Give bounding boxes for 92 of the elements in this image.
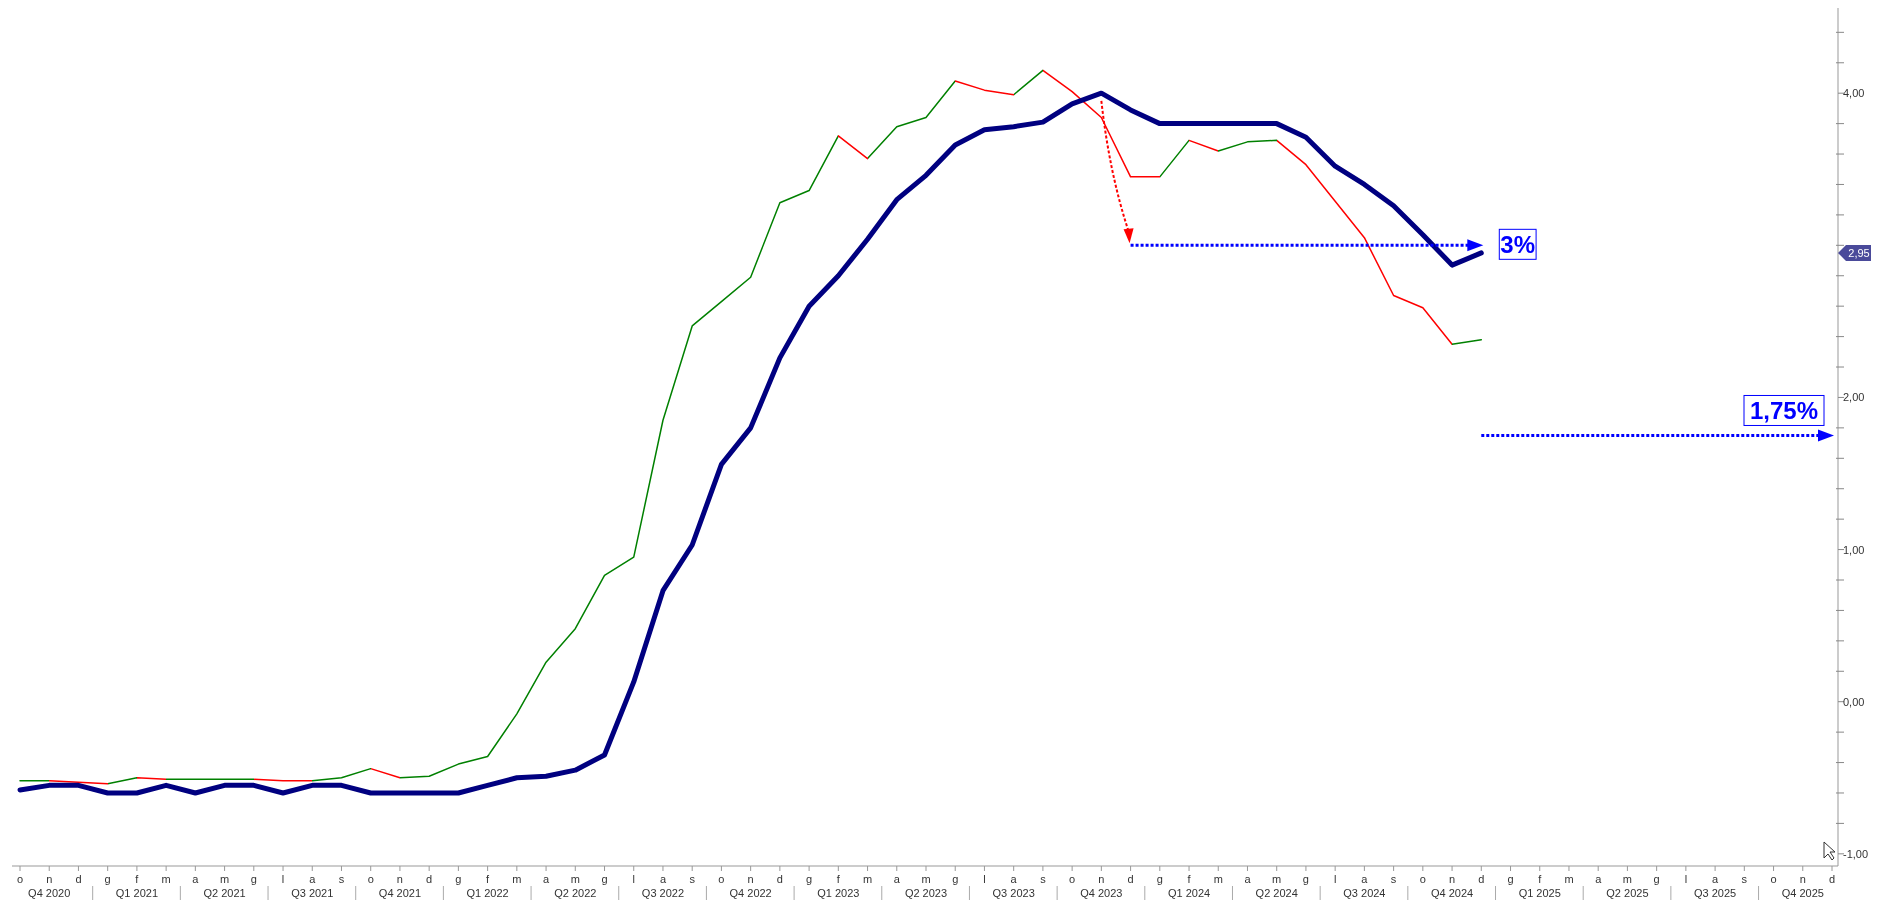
x-tick-label: g: [806, 873, 813, 885]
x-tick-label: d: [75, 873, 82, 885]
x-tick-label: f: [836, 873, 841, 885]
x-tick-label: s: [1040, 873, 1047, 885]
x-tick-label: o: [1770, 873, 1777, 885]
text: Q1 2023: [817, 887, 860, 899]
x-tick-label: n: [747, 873, 754, 885]
x-tick-label: a: [543, 873, 550, 885]
text: Q2 2023: [904, 887, 948, 899]
x-tick-label: m: [512, 873, 522, 885]
text: Q4 2024: [1430, 887, 1474, 899]
x-tick-label: m: [570, 873, 580, 885]
x-tick-label: f: [135, 873, 140, 885]
x-tick-label: f: [1187, 873, 1192, 885]
x-tick-label: g: [1302, 873, 1309, 885]
text: Q2 2021: [203, 887, 246, 899]
text: Q2 2022: [554, 887, 597, 899]
text: Q4 2025: [1781, 887, 1824, 899]
x-tick-label: l: [281, 873, 285, 885]
x-tick-label: g: [601, 873, 608, 885]
x-tick-label: a: [893, 873, 901, 885]
x-tick-label: s: [1390, 873, 1397, 885]
x-tick-label: n: [1449, 873, 1456, 885]
x-tick-label: g: [455, 873, 462, 885]
x-tick-label: a: [1595, 873, 1603, 885]
x-tick-label: g: [1653, 873, 1660, 885]
x-tick-label: o: [16, 873, 24, 885]
x-tick-label: g: [104, 873, 111, 885]
text: Q3 2025: [1694, 887, 1737, 899]
text: Q2 2024: [1255, 887, 1298, 899]
x-tick-label: o: [1069, 873, 1076, 885]
text: Q3 2022: [641, 887, 685, 899]
x-tick-label: f: [486, 873, 491, 885]
x-tick-label: l: [632, 873, 635, 885]
text: Q1 2024: [1167, 887, 1211, 899]
y-tick-label: -1,00: [1843, 847, 1869, 860]
text: Q4 2023: [1080, 887, 1123, 899]
x-tick-label: m: [161, 873, 171, 885]
x-tick-label: d: [426, 873, 433, 885]
y-tick-label: 4,00: [1843, 87, 1865, 100]
x-tick-label: m: [1213, 873, 1223, 885]
x-tick-label: g: [1156, 873, 1163, 885]
x-tick-label: g: [952, 873, 959, 885]
x-tick-label: d: [776, 873, 783, 885]
text: Q3 2021: [291, 887, 334, 899]
x-tick-label: l: [1684, 873, 1688, 885]
text: Q1 2021: [115, 887, 158, 899]
x-tick-label: a: [1010, 873, 1018, 885]
x-tick-label: g: [1507, 873, 1514, 885]
x-tick-label: a: [192, 873, 200, 885]
x-tick-label: d: [1478, 873, 1485, 885]
x-tick-label: m: [921, 873, 931, 885]
text: Q3 2024: [1343, 887, 1386, 899]
x-tick-label: s: [1741, 873, 1748, 885]
text: Q4 2020: [28, 887, 71, 899]
x-tick-label: a: [1712, 873, 1720, 885]
x-tick-label: n: [396, 873, 403, 885]
y-tick-label: 0,00: [1843, 695, 1865, 708]
x-tick-label: n: [1799, 873, 1806, 885]
x-tick-label: g: [250, 873, 257, 885]
y-tick-label: 1,00: [1843, 543, 1865, 556]
x-tick-label: l: [1333, 873, 1337, 885]
x-tick-label: n: [1098, 873, 1105, 885]
x-tick-label: d: [1828, 873, 1836, 885]
x-tick-label: a: [309, 873, 317, 885]
annotation: 1,75%: [1749, 397, 1819, 425]
annotation: 2,95: [1848, 246, 1870, 259]
x-tick-label: d: [1127, 873, 1134, 885]
text: Q4 2022: [729, 887, 772, 899]
x-tick-label: m: [862, 873, 873, 885]
y-tick-label: 2,00: [1843, 391, 1865, 404]
x-tick-label: a: [1361, 873, 1369, 885]
x-tick-label: o: [718, 873, 725, 885]
x-tick-label: o: [367, 873, 374, 885]
x-tick-label: a: [1244, 873, 1252, 885]
x-tick-label: o: [1419, 873, 1426, 885]
text: Q2 2025: [1606, 887, 1649, 899]
text: Q1 2025: [1518, 887, 1561, 899]
x-tick-label: s: [338, 873, 345, 885]
x-tick-label: s: [689, 873, 696, 885]
x-tick-label: m: [219, 873, 230, 885]
annotation: 3%: [1500, 231, 1536, 259]
text: Q1 2022: [466, 887, 509, 899]
text: Q3 2023: [992, 887, 1035, 899]
x-tick-label: f: [1538, 873, 1543, 885]
x-tick-label: l: [983, 873, 986, 885]
x-tick-label: m: [1622, 873, 1633, 885]
text: Q4 2021: [378, 887, 422, 899]
x-tick-label: n: [46, 873, 53, 885]
x-tick-label: m: [1564, 873, 1574, 885]
x-tick-label: a: [659, 873, 667, 885]
x-tick-label: m: [1272, 873, 1282, 885]
